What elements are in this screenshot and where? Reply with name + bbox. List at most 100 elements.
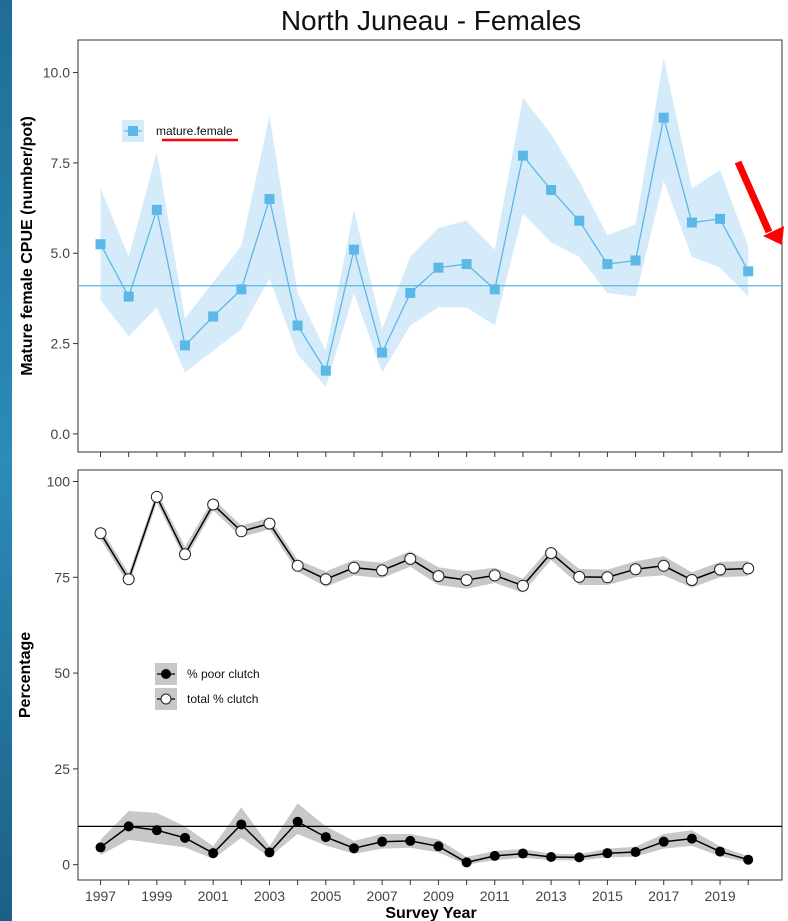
poor-clutch-point [743,854,754,865]
cpue-point [489,284,500,295]
total-clutch-point [573,570,586,583]
poor-clutch-point [348,843,359,854]
cpue-point [602,259,613,270]
x-tick-label: 2011 [480,888,510,904]
y-tick-label: 100 [47,473,71,489]
cpue-point [123,291,134,302]
annotation-arrow-head [763,226,784,245]
total-clutch-point [94,527,107,540]
legend-key-marker [161,669,171,679]
total-clutch-point [685,573,698,586]
cpue-point [208,311,219,322]
x-tick-label: 2009 [423,888,454,904]
y-tick-label: 7.5 [51,155,71,171]
y-tick-label: 50 [54,665,70,681]
total-clutch-band [100,491,749,593]
total-clutch-point [235,525,248,538]
y-tick-label: 25 [54,761,70,777]
x-tick-label: 2015 [592,888,623,904]
slide-edge-stripe [0,0,12,921]
figure-title: North Juneau - Females [281,5,581,36]
x-tick-label: 2013 [536,888,567,904]
legend-label: % poor clutch [187,667,260,681]
x-tick-label: 2001 [198,888,229,904]
total-clutch-point [545,547,558,560]
y-tick-label: 75 [54,569,70,585]
poor-clutch-point [546,852,557,863]
cpue-panel: 0.0 2.5 5.0 7.5 10.0 Mature female CPUE (numb… [19,39,784,457]
poor-clutch-point [320,832,331,843]
total-clutch-point [714,563,727,576]
cpue-point [715,213,726,224]
poor-clutch-point [151,825,162,836]
clutch-panel: 0 25 50 75 100 1997 1999 2001 2003 2005 2007 2009 20… [17,469,783,904]
poor-clutch-point [574,852,585,863]
y-tick-label: 2.5 [51,336,71,352]
legend-label: mature.female [156,124,233,138]
poor-clutch-point [658,836,669,847]
cpue-point [546,184,557,195]
poor-clutch-point [686,833,697,844]
annotation-arrow-shaft [734,160,773,234]
total-clutch-point [347,561,360,574]
total-clutch-point [516,579,529,592]
total-clutch-point [179,548,192,561]
cpue-point [151,204,162,215]
legend-label: total % clutch [187,692,258,706]
x-tick-label: 1999 [141,888,172,904]
poor-clutch-line [100,820,749,864]
poor-clutch-point [630,847,641,858]
cpue-point [292,320,303,331]
poor-clutch-point [602,848,613,859]
x-tick-label: 2007 [367,888,398,904]
poor-clutch-point [95,842,106,853]
poor-clutch-point [264,847,275,858]
poor-clutch-point [236,819,247,830]
total-clutch-point [488,569,501,582]
legend-key-marker [128,126,138,136]
poor-clutch-point [377,836,388,847]
total-clutch-point [376,564,389,577]
poor-clutch-point [461,857,472,868]
total-clutch-point [207,498,220,511]
y-tick-label: 5.0 [51,245,71,261]
total-clutch-point [657,559,670,572]
total-clutch-point [601,571,614,584]
x-tick-label: 1997 [85,888,116,904]
poor-clutch-band [100,803,749,865]
y-tick-label: 10.0 [43,65,70,81]
poor-clutch-point [180,832,191,843]
poor-clutch-point [292,816,303,827]
cpue-point [574,215,585,226]
y-tick-label: 0.0 [51,426,71,442]
cpue-point [405,287,416,298]
poor-clutch-point [405,835,416,846]
total-clutch-point [629,563,642,576]
cpue-point [743,266,754,277]
total-clutch-point [263,517,276,530]
total-clutch-point [122,573,135,586]
poor-clutch-point [517,848,528,859]
cpue-point [180,340,191,351]
cpue-point [377,347,388,358]
poor-clutch-point [123,821,134,832]
total-clutch-point [319,573,332,586]
total-clutch-point [742,562,755,575]
cpue-point [264,194,275,205]
cpue-point [236,284,247,295]
poor-clutch-point [433,841,444,852]
y-axis-title: Mature female CPUE (number/pot) [19,116,36,376]
y-axis-title: Percentage [17,632,34,718]
x-tick-label: 2017 [648,888,679,904]
cpue-point [517,150,528,161]
x-tick-label: 2019 [704,888,735,904]
poor-clutch-point [715,846,726,857]
y-tick-label: 0 [62,857,70,873]
cpue-point [686,217,697,228]
total-clutch-point [404,552,417,565]
poor-clutch-point [208,848,219,859]
cpue-point [658,112,669,123]
poor-clutch-point [489,850,500,861]
